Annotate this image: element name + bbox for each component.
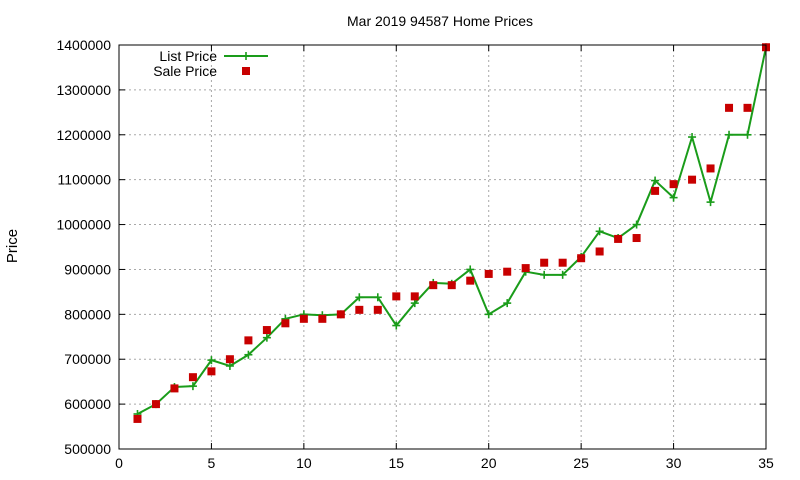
sale-price-point xyxy=(503,267,512,276)
sale-price-point xyxy=(614,234,623,243)
list-price-point xyxy=(244,350,253,359)
sale-price-point xyxy=(373,305,382,314)
list-price-point xyxy=(484,310,493,319)
list-price-point xyxy=(503,299,512,308)
legend-swatch-sale-price xyxy=(242,67,250,75)
x-tick-label: 35 xyxy=(758,455,774,471)
list-price-point xyxy=(262,333,271,342)
y-tick-label: 900000 xyxy=(64,261,111,277)
list-price-point xyxy=(595,227,604,236)
sale-price-point xyxy=(558,258,567,267)
sale-price-point xyxy=(632,234,641,243)
sale-price-point xyxy=(281,319,290,328)
list-price-point xyxy=(373,293,382,302)
y-tick-label: 1000000 xyxy=(56,217,111,233)
y-tick-label: 1200000 xyxy=(56,127,111,143)
axis-ticks: 0 5 10 15 20 25 30 35 500000 600000 700000 800000 90… xyxy=(56,37,774,471)
list-price-point xyxy=(743,130,752,139)
y-tick-label: 1100000 xyxy=(58,172,112,188)
sale-price-point xyxy=(447,281,456,290)
y-tick-label: 1400000 xyxy=(56,37,111,53)
list-price-point xyxy=(688,133,697,142)
y-tick-label: 700000 xyxy=(64,351,111,367)
x-tick-label: 0 xyxy=(115,455,123,471)
sale-price-point xyxy=(429,281,438,290)
grid xyxy=(119,45,766,449)
x-tick-label: 15 xyxy=(388,455,404,471)
y-tick-label: 1300000 xyxy=(56,82,111,98)
sale-price-point xyxy=(188,373,197,382)
legend: List Price Sale Price xyxy=(153,48,268,79)
list-price-point xyxy=(207,356,216,365)
plot-frame xyxy=(118,44,767,450)
list-price-point xyxy=(392,321,401,330)
sale-price-point xyxy=(725,103,734,112)
sale-price-point xyxy=(318,314,327,323)
list-price-point xyxy=(188,382,197,391)
sale-price-point xyxy=(669,180,678,189)
y-tick-label: 600000 xyxy=(64,396,111,412)
sale-price-point xyxy=(170,384,179,393)
list-price-point xyxy=(632,220,641,229)
sale-price-point xyxy=(336,310,345,319)
sale-price-point xyxy=(595,247,604,256)
list-price-point xyxy=(706,198,715,207)
list-price-point xyxy=(540,270,549,279)
sale-price-point xyxy=(410,292,419,301)
y-axis-label: Price xyxy=(4,229,21,263)
legend-label-list-price: List Price xyxy=(159,48,217,64)
list-price-point xyxy=(355,293,364,302)
list-price-point xyxy=(725,130,734,139)
list-price-point xyxy=(410,299,419,308)
x-tick-label: 5 xyxy=(208,455,216,471)
sale-price-point xyxy=(244,336,253,345)
sale-price-point xyxy=(133,414,142,423)
x-tick-label: 30 xyxy=(666,455,682,471)
legend-label-sale-price: Sale Price xyxy=(153,63,217,79)
sale-price-point xyxy=(392,292,401,301)
sale-price-point xyxy=(688,175,697,184)
list-price-point xyxy=(669,193,678,202)
sale-price-point xyxy=(355,305,364,314)
list-price-point xyxy=(558,270,567,279)
sale-price-point xyxy=(743,103,752,112)
list-price-point xyxy=(225,361,234,370)
sale-price-point xyxy=(466,276,475,285)
sale-price-point xyxy=(484,269,493,278)
sale-price-point xyxy=(706,164,715,173)
x-tick-label: 25 xyxy=(573,455,589,471)
sale-price-point xyxy=(521,264,530,273)
sale-price-point xyxy=(207,367,216,376)
sale-price-point xyxy=(299,314,308,323)
series-layer xyxy=(133,43,770,423)
list-price-point xyxy=(651,176,660,185)
sale-price-point xyxy=(151,400,160,409)
y-tick-label: 500000 xyxy=(64,441,111,457)
sale-price-point xyxy=(540,258,549,267)
x-tick-label: 20 xyxy=(481,455,497,471)
legend-marker-list-price xyxy=(242,52,250,60)
sale-price-point xyxy=(262,326,271,335)
y-tick-label: 800000 xyxy=(64,306,111,322)
sale-price-point xyxy=(651,186,660,195)
sale-price-point xyxy=(225,355,234,364)
sale-price-point xyxy=(577,254,586,263)
chart-title: Mar 2019 94587 Home Prices xyxy=(347,13,533,29)
x-tick-label: 10 xyxy=(296,455,312,471)
list-price-point xyxy=(466,265,475,274)
